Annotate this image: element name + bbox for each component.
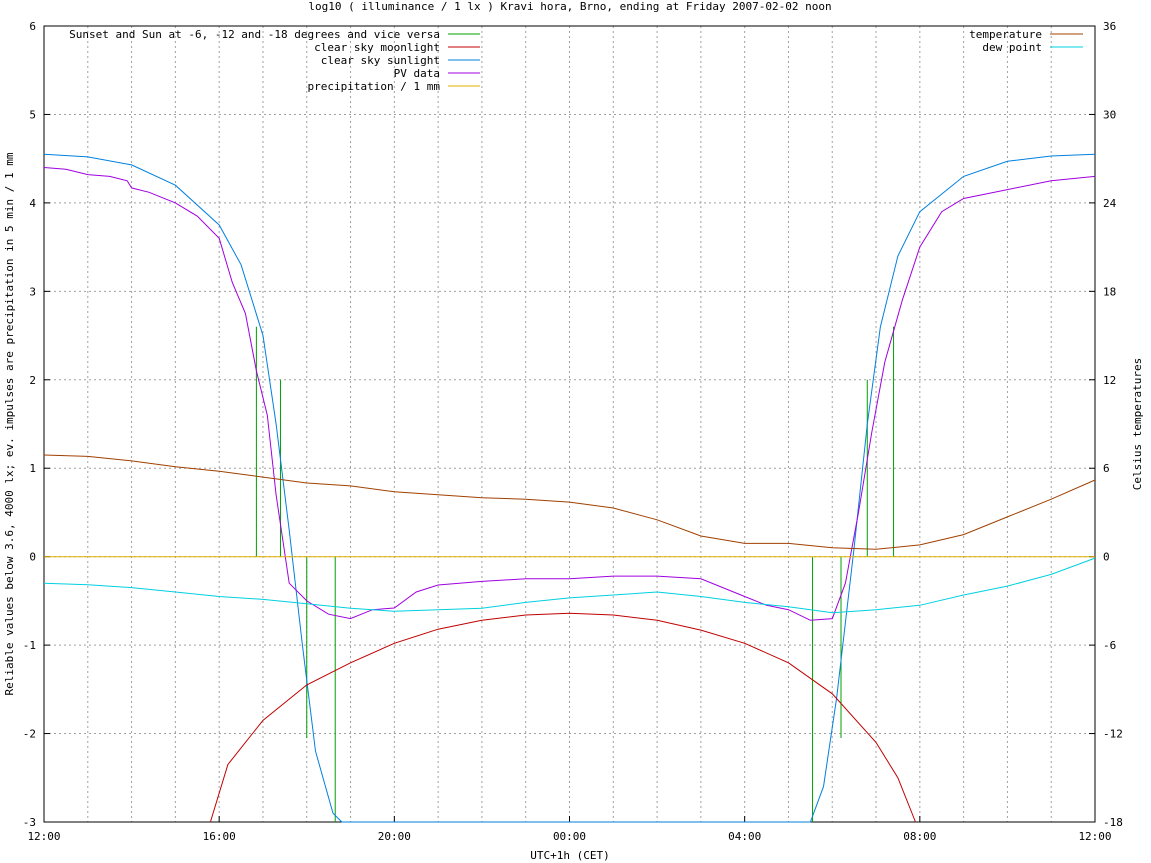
x-tick-label: 12:00 <box>1078 830 1111 843</box>
y2-tick-label: 24 <box>1103 197 1117 210</box>
y-tick-label: 2 <box>29 374 36 387</box>
y2-tick-label: 12 <box>1103 374 1116 387</box>
legend-label: temperature <box>969 28 1042 41</box>
x-tick-label: 12:00 <box>27 830 60 843</box>
y2-tick-label: 30 <box>1103 108 1116 121</box>
legend-left: Sunset and Sun at -6, -12 and -18 degree… <box>69 28 480 93</box>
sun-angle-markers <box>255 326 895 822</box>
y-tick-label: 5 <box>29 108 36 121</box>
x-axis-label: UTC+1h (CET) <box>530 849 609 862</box>
legend-label: clear sky moonlight <box>314 41 440 54</box>
chart-title: log10 ( illuminance / 1 lx ) Kravi hora,… <box>308 0 831 13</box>
grid <box>44 26 1095 822</box>
y-tick-label: -1 <box>23 639 36 652</box>
y2-axis-label: Celsius temperatures <box>1131 358 1144 490</box>
y-tick-label: 6 <box>29 20 36 33</box>
x-tick-label: 20:00 <box>378 830 411 843</box>
legend-label: PV data <box>394 67 440 80</box>
y2-tick-label: 6 <box>1103 462 1110 475</box>
y2-tick-label: -18 <box>1103 816 1123 829</box>
x-tick-label: 04:00 <box>728 830 761 843</box>
y2-tick-label: 18 <box>1103 285 1116 298</box>
y-tick-label: -2 <box>23 728 36 741</box>
series-pv-data <box>43 167 1096 621</box>
y2-tick-label: -6 <box>1103 639 1116 652</box>
legend-label: dew point <box>982 41 1042 54</box>
y2-tick-label: 36 <box>1103 20 1116 33</box>
series-clear-sky-sunlight <box>43 153 1096 823</box>
y2-tick-label: -12 <box>1103 728 1123 741</box>
y-tick-label: -3 <box>23 816 36 829</box>
series-lines <box>43 153 1096 823</box>
y-tick-label: 1 <box>29 462 36 475</box>
legend-label: precipitation / 1 mm <box>308 80 441 93</box>
y-axis-label: Reliable values below 3.6, 4000 lx; ev. … <box>3 152 16 695</box>
series-temperature <box>43 454 1096 550</box>
legend-label: clear sky sunlight <box>321 54 440 67</box>
x-tick-label: 16:00 <box>203 830 236 843</box>
y-tick-label: 3 <box>29 285 36 298</box>
y2-tick-label: 0 <box>1103 551 1110 564</box>
x-tick-label: 08:00 <box>903 830 936 843</box>
y-tick-label: 4 <box>29 197 36 210</box>
series-clear-sky-moonlight <box>209 612 916 823</box>
y-tick-label: 0 <box>29 551 36 564</box>
x-tick-label: 00:00 <box>553 830 586 843</box>
series-dew-point <box>43 557 1096 614</box>
legend-label: Sunset and Sun at -6, -12 and -18 degree… <box>69 28 440 41</box>
